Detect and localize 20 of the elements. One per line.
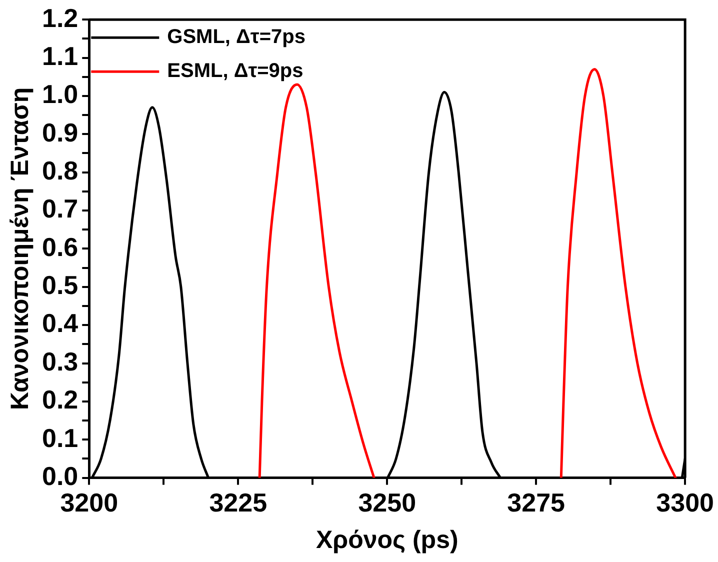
y-tick-label: 0.1 bbox=[42, 422, 78, 453]
legend-label: GSML, Δτ=7ps bbox=[167, 26, 306, 48]
y-tick-label: 0.3 bbox=[42, 346, 78, 376]
x-tick-label: 3300 bbox=[656, 488, 714, 518]
y-tick-label: 0.2 bbox=[42, 384, 78, 415]
y-tick-label: 0.8 bbox=[42, 156, 78, 186]
y-tick-label: 1.2 bbox=[42, 2, 78, 33]
y-tick-label: 0.7 bbox=[42, 194, 78, 224]
y-tick-label: 1.1 bbox=[42, 40, 78, 71]
x-axis-title: Χρόνος (ps) bbox=[316, 526, 458, 554]
x-tick-label: 3250 bbox=[358, 488, 416, 518]
y-tick-label: 1.0 bbox=[42, 79, 78, 110]
y-tick-label: 0.4 bbox=[42, 308, 79, 338]
legend-label: ESML, Δτ=9ps bbox=[167, 60, 304, 82]
y-tick-label: 0.6 bbox=[42, 232, 78, 262]
y-axis-title: Κανονικοποιημένη Ένταση bbox=[6, 87, 34, 410]
y-tick-label: 0.9 bbox=[42, 117, 78, 148]
y-tick-label: 0.5 bbox=[42, 270, 78, 300]
x-tick-label: 3225 bbox=[209, 488, 268, 518]
x-tick-label: 3275 bbox=[507, 488, 566, 518]
